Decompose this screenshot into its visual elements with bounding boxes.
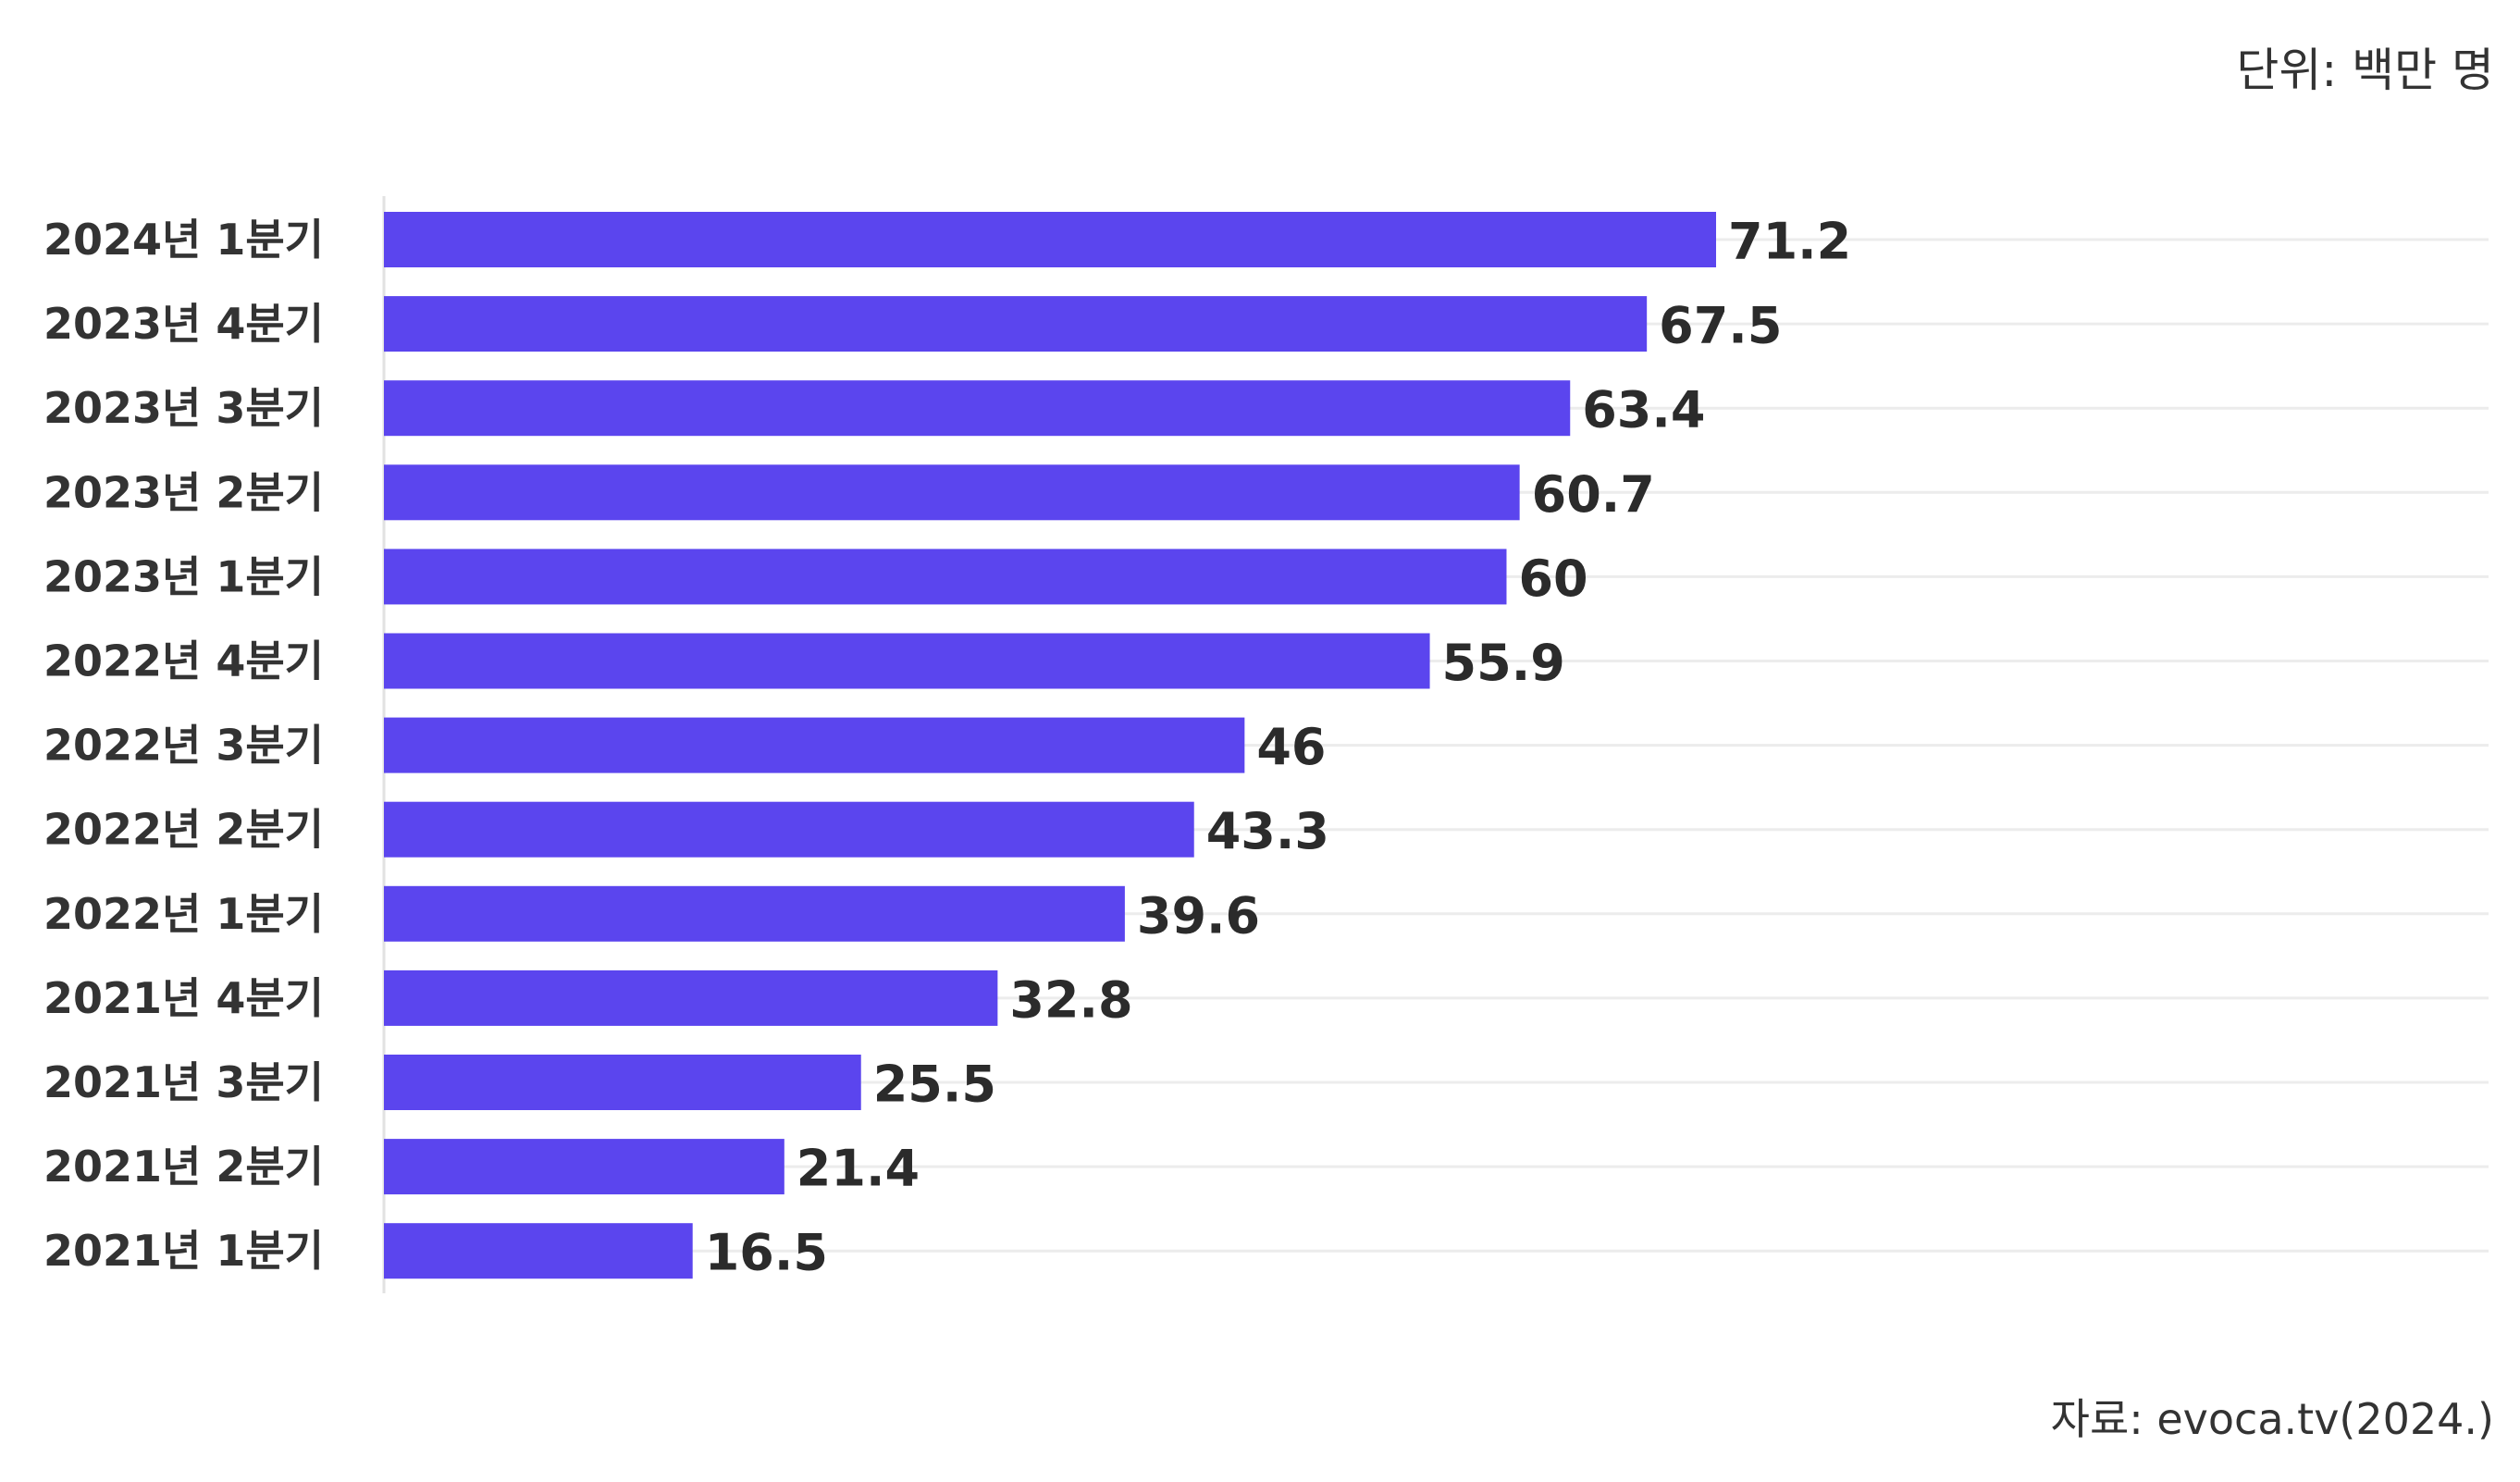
bar [384,380,1571,437]
bar [384,885,1125,942]
value-label: 32.8 [1009,970,1132,1029]
category-label: 2022년 3분기 [43,721,324,771]
category-label: 2023년 2분기 [43,467,324,517]
category-label: 2021년 3분기 [43,1057,324,1107]
category-label: 2021년 4분기 [43,973,324,1023]
source-label: 자료: evoca.tv(2024.) [2050,1394,2494,1444]
value-label: 25.5 [873,1056,996,1114]
category-label: 2023년 1분기 [43,551,324,601]
value-label: 55.9 [1442,634,1565,692]
bar [384,1223,693,1279]
unit-label: 단위: 백만 명 [2236,43,2494,97]
bar [384,1055,861,1110]
value-label: 16.5 [705,1224,828,1282]
value-label: 46 [1256,718,1326,776]
category-label: 2023년 4분기 [43,299,324,349]
category-label: 2021년 1분기 [43,1226,324,1276]
value-labels: 71.2 67.5 63.4 60.7 60 55.9 46 43.3 39.632.825.5… [705,213,1852,1282]
value-label: 60.7 [1532,465,1655,524]
value-label: 21.4 [797,1140,920,1198]
category-label: 2023년 3분기 [43,383,324,433]
bar [384,801,1194,858]
bar [384,717,1245,773]
bars [384,212,1716,1279]
category-label: 2022년 2분기 [43,805,324,855]
category-label: 2022년 4분기 [43,636,324,686]
bar [384,1139,784,1195]
value-label: 60 [1518,550,1587,608]
value-label: 63.4 [1582,381,1705,439]
category-labels: 2024년 1분기 2023년 4분기 2023년 3분기 2023년 2분기 2023… [43,215,324,1276]
category-label: 2022년 1분기 [43,889,324,939]
category-label: 2024년 1분기 [43,215,324,265]
bar [384,464,1520,521]
bar [384,633,1430,689]
category-label: 2021년 2분기 [43,1142,324,1192]
value-label: 71.2 [1728,213,1851,271]
value-label: 39.6 [1137,886,1260,945]
bar [384,296,1648,352]
bar [384,212,1716,267]
value-label: 43.3 [1206,802,1329,860]
bar [384,969,998,1026]
bar [384,549,1507,605]
value-label: 67.5 [1659,297,1782,355]
